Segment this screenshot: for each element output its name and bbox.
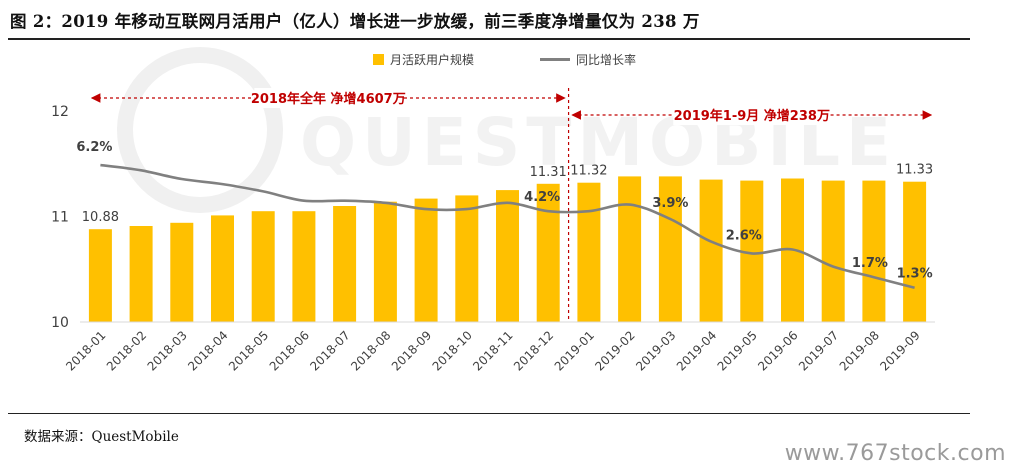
bar-value-label-2019-09: 11.33 — [896, 163, 933, 178]
legend-swatch-bar — [373, 54, 384, 65]
x-tick-label-2018-01: 2018-01 — [63, 328, 108, 373]
x-tick-label-2019-09: 2019-09 — [877, 328, 922, 373]
y-tick-label-11: 11 — [51, 210, 69, 226]
x-tick-label-2019-05: 2019-05 — [715, 328, 760, 373]
growth-line — [100, 163, 915, 289]
bar-2018-01 — [88, 229, 112, 322]
bar-2019-08 — [862, 180, 886, 322]
annotations: 2018年全年 净增4607万 2019年1-9月 净增238万 — [90, 88, 933, 322]
bar-2018-12 — [536, 183, 560, 322]
bar-value-label-2019-01: 11.32 — [570, 164, 607, 179]
figure-title: 图 2：2019 年移动互联网月活用户（亿人）增长进一步放缓，前三季度净增量仅为… — [10, 12, 700, 31]
bars — [88, 176, 927, 322]
x-tick-label-2018-03: 2018-03 — [145, 328, 190, 373]
x-tick-label-2019-04: 2019-04 — [674, 328, 719, 373]
annotation-bg-1 — [254, 88, 403, 108]
x-tick-label-2018-12: 2018-12 — [511, 328, 556, 373]
line-value-label-2019-09: 1.3% — [897, 267, 933, 282]
x-tick-label-2019-03: 2019-03 — [633, 328, 678, 373]
bar-2019-09 — [903, 181, 927, 322]
bar-2019-02 — [618, 176, 642, 322]
legend-label-line: 同比增长率 — [576, 52, 636, 67]
bar-2018-10 — [455, 195, 479, 322]
x-tick-label-2018-08: 2018-08 — [348, 328, 393, 373]
bar-value-label-2018-12: 11.31 — [530, 165, 567, 180]
growth-line-path — [100, 163, 915, 289]
chart: QUESTMOBILE 月活跃用户规模 同比增长率 2018年全年 净增4607万… — [51, 47, 935, 374]
x-tick-label-2018-06: 2018-06 — [267, 328, 312, 373]
x-tick-label-2019-02: 2019-02 — [592, 328, 637, 373]
x-tick-label-2018-09: 2018-09 — [389, 328, 434, 373]
bar-2019-04 — [699, 179, 723, 322]
x-tick-label-2018-05: 2018-05 — [226, 328, 271, 373]
x-tick-label-2018-10: 2018-10 — [430, 328, 475, 373]
watermark-url: www.767stock.com — [784, 441, 1006, 466]
watermark-ring-icon — [117, 47, 283, 213]
legend: 月活跃用户规模 同比增长率 — [373, 52, 636, 67]
bar-2019-05 — [740, 180, 764, 322]
line-value-label-2019-03: 3.9% — [652, 196, 688, 211]
bar-2018-07 — [333, 206, 357, 322]
bar-2018-04 — [211, 215, 234, 322]
x-tick-label-2019-08: 2019-08 — [837, 328, 882, 373]
bar-2018-03 — [170, 222, 194, 322]
x-tick-label-2018-02: 2018-02 — [104, 328, 149, 373]
bar-2019-03 — [658, 176, 682, 322]
top-rule — [8, 38, 970, 40]
data-labels: 10.88 11.31 11.32 11.33 6.2% 4.2% 3.9% 2.6% 1.7%… — [76, 140, 933, 282]
line-value-label-2019-08: 1.7% — [852, 256, 888, 271]
line-value-label-2018-12: 4.2% — [524, 190, 560, 205]
x-tick-label-2018-07: 2018-07 — [307, 328, 352, 373]
bar-2019-07 — [821, 180, 845, 322]
x-tick-label-2019-06: 2019-06 — [755, 328, 800, 373]
line-value-label-2019-05: 2.6% — [726, 228, 762, 243]
y-tick-label-10: 10 — [51, 315, 69, 331]
y-tick-label-12: 12 — [51, 104, 69, 120]
x-tick-label-2019-01: 2019-01 — [552, 328, 597, 373]
bar-2018-06 — [292, 211, 316, 322]
source-note: 数据来源：QuestMobile — [24, 429, 179, 445]
annotation-label-1: 2018年全年 净增4607万 — [251, 91, 406, 107]
x-tick-label-2018-04: 2018-04 — [185, 328, 230, 373]
bar-2018-11 — [496, 190, 519, 322]
bar-2018-08 — [373, 201, 397, 322]
bottom-rule — [8, 413, 970, 414]
x-tick-label-2018-11: 2018-11 — [470, 328, 515, 373]
bar-2018-09 — [414, 198, 438, 322]
annotation-bg-2 — [673, 105, 831, 125]
bar-2018-02 — [129, 226, 153, 322]
bar-value-label-2018-01: 10.88 — [82, 210, 119, 225]
bar-2018-05 — [251, 211, 275, 322]
x-tick-label-2019-07: 2019-07 — [796, 328, 841, 373]
legend-label-bar: 月活跃用户规模 — [390, 52, 474, 67]
annotation-label-2: 2019年1-9月 净增238万 — [674, 108, 830, 124]
bar-2019-01 — [577, 182, 601, 322]
line-value-label-2018-01: 6.2% — [76, 140, 112, 155]
